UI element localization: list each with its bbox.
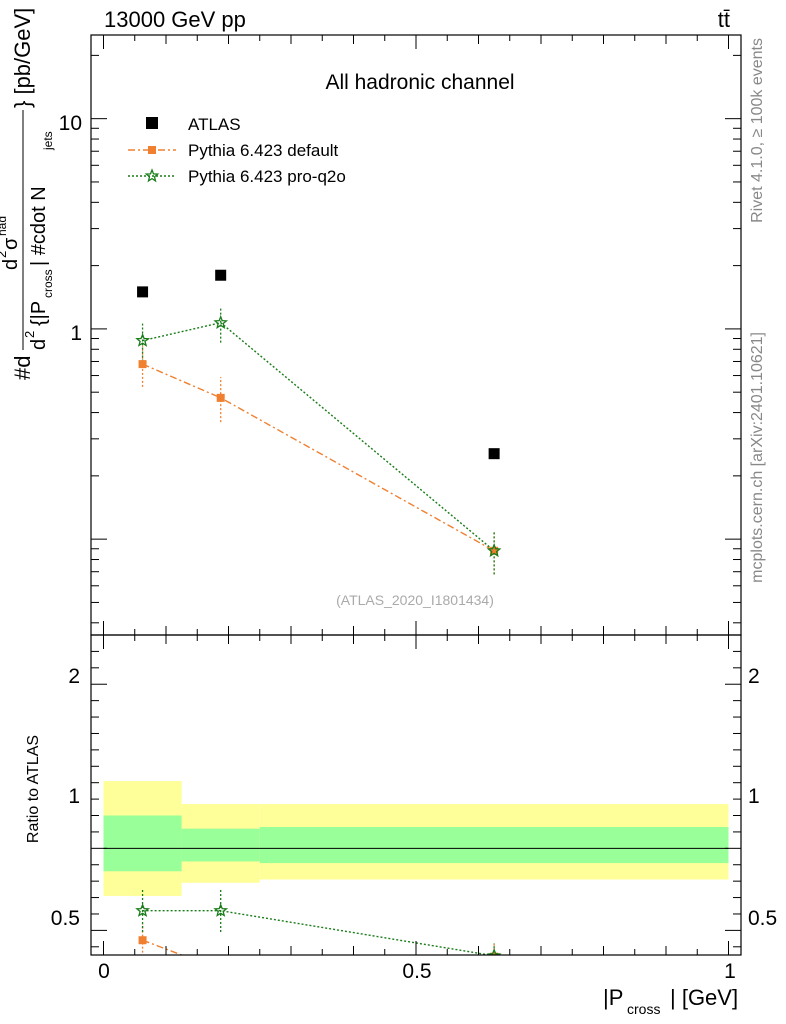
xtick-label-0.5: 0.5: [402, 960, 431, 983]
ylabel-units: } [pb/GeV]: [10, 8, 35, 108]
legend-marker-atlas: [146, 117, 158, 129]
xlabel-part-p: |P: [603, 985, 623, 1010]
xtick-label-1: 1: [724, 960, 736, 983]
ylabel-denominator-d: d: [28, 339, 50, 350]
xlabel-cross-sub: cross: [627, 1001, 660, 1017]
ylabel-cross-sub: cross: [41, 269, 55, 298]
ratio-panel: Ratio to ATLAS 0.5 1 2 0.5 1 2 0 0.5 1 |…: [25, 634, 777, 1017]
ratio-point-default: [138, 936, 147, 945]
point-proq2o: [486, 543, 502, 558]
ratio-ytick-right-2: 2: [748, 665, 760, 688]
ylabel-denominator-exp: 2: [22, 331, 37, 338]
ylabel-jets-sub: jets: [41, 131, 55, 151]
ylabel-sigma-had: had: [0, 216, 9, 236]
analysis-watermark: (ATLAS_2020_I1801434): [336, 592, 494, 608]
point-default: [216, 393, 225, 402]
ylabel-part-d: #d: [10, 356, 35, 380]
xlabel-units: | [GeV]: [670, 985, 738, 1010]
process-label: tt̄: [718, 7, 730, 32]
ylabel-sigma: σ: [0, 237, 22, 250]
legend-marker-default: [148, 146, 156, 154]
ratio-point-default: [490, 952, 499, 955]
ratio-ytick-left-0.5: 0.5: [51, 907, 80, 930]
ratio-point-proq2o: [213, 902, 229, 917]
point-proq2o: [213, 314, 229, 330]
energy-label: 13000 GeV pp: [104, 7, 246, 32]
ylabel-numerator-exp: 2: [0, 251, 9, 258]
ratio-frame: [90, 634, 742, 956]
source-label: mcplots.cern.ch [arXiv:2401.10621]: [749, 332, 766, 583]
main-panel: All hadronic channel (ATLAS_2020_I180143…: [0, 8, 742, 636]
ylabel-njets: | #cdot N: [28, 186, 50, 266]
ratio-ytick-right-1: 1: [748, 785, 760, 808]
xlabel: |P cross | [GeV]: [603, 985, 738, 1017]
ratio-point-default: [217, 966, 225, 974]
point-default: [490, 546, 499, 555]
band-green: [259, 827, 729, 864]
point-proq2o: [135, 332, 151, 347]
ratio-line-proq2o: [142, 910, 494, 955]
ytick-label-10: 10: [59, 112, 82, 135]
ylabel-numerator-d: d: [0, 259, 22, 270]
chart-title: All hadronic channel: [325, 71, 514, 94]
band-green: [181, 828, 260, 862]
rivet-label: Rivet 4.1.0, ≥ 100k events: [749, 38, 766, 223]
main-ylabel: #d d 2 σ had d 2 {|P cross | #cdot N jet…: [0, 8, 55, 380]
ratio-ytick-right-0.5: 0.5: [748, 907, 777, 930]
legend: ATLAS Pythia 6.423 default Pythia 6.423 …: [128, 115, 346, 186]
point-atlas: [215, 269, 227, 281]
point-default: [138, 360, 147, 369]
series-line-proq2o: [142, 321, 495, 552]
ytick-label-1: 1: [70, 322, 82, 345]
ratio-series-group: [135, 889, 502, 974]
legend-label-proq2o: Pythia 6.423 pro-q2o: [188, 167, 346, 186]
xtick-label-0: 0: [98, 960, 110, 983]
series-line-default: [142, 363, 495, 552]
legend-label-default: Pythia 6.423 default: [188, 141, 339, 160]
band-green: [103, 815, 182, 872]
ratio-ylabel: Ratio to ATLAS: [25, 735, 42, 843]
ratio-point-proq2o: [135, 902, 151, 917]
point-atlas: [488, 448, 500, 460]
ylabel-pcross: {|P: [28, 301, 50, 326]
point-atlas: [137, 286, 149, 298]
ratio-point-proq2o: [486, 948, 502, 955]
ratio-ytick-left-2: 2: [68, 665, 80, 688]
legend-marker-proq2o: [144, 168, 160, 183]
ratio-ytick-left-1: 1: [68, 785, 80, 808]
legend-label-atlas: ATLAS: [188, 115, 241, 134]
